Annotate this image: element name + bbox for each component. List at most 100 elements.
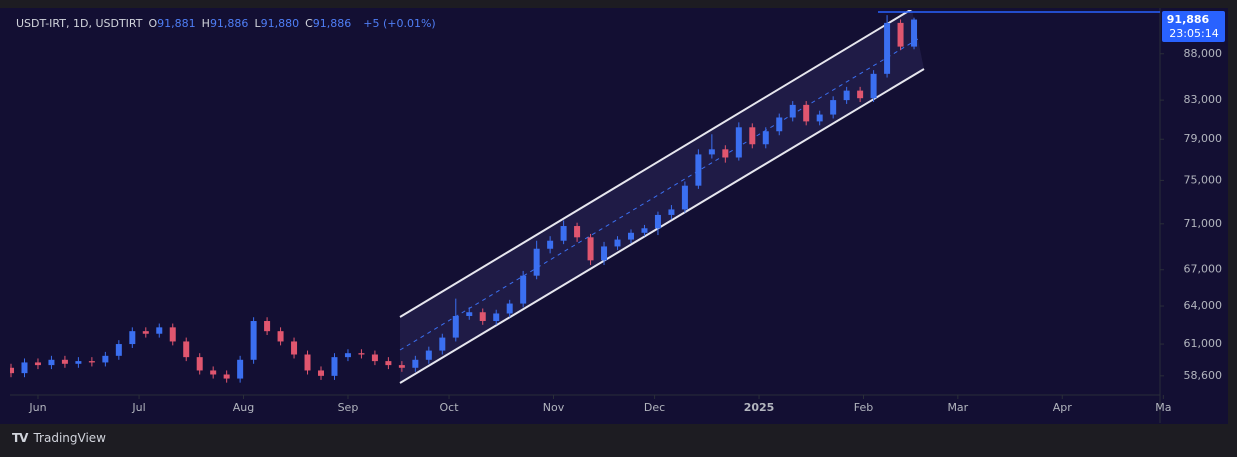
candle-body xyxy=(776,117,783,132)
candle-body xyxy=(385,361,392,366)
candle-body xyxy=(762,131,769,145)
candle-body xyxy=(210,370,217,375)
y-tick-label: 58,600 xyxy=(1184,369,1223,382)
candle-body xyxy=(843,90,850,101)
candle-body xyxy=(897,22,904,47)
candle-body xyxy=(884,22,891,74)
candle-body xyxy=(75,361,82,364)
price-tag-countdown: 23:05:14 xyxy=(1169,27,1218,40)
x-tick-label: Ma xyxy=(1155,401,1171,414)
ohlc-value: 91,880 xyxy=(260,17,300,30)
x-tick-label: Dec xyxy=(644,401,665,414)
candle-body xyxy=(452,315,459,338)
candle-body xyxy=(196,357,203,371)
candle-body xyxy=(870,73,877,99)
candle-body xyxy=(547,240,554,249)
candle-body xyxy=(115,344,122,356)
ohlc-label: C xyxy=(305,17,313,30)
candle-body xyxy=(533,248,540,276)
x-tick-label: Nov xyxy=(543,401,565,414)
candle-body xyxy=(816,114,823,122)
candle-body xyxy=(277,331,284,342)
candle-body xyxy=(34,362,41,366)
candle-body xyxy=(857,90,864,99)
candle-body xyxy=(425,350,432,360)
x-tick-label: Sep xyxy=(338,401,359,414)
ohlc-label: H xyxy=(201,17,210,30)
x-tick-label: Jun xyxy=(28,401,46,414)
candle-body xyxy=(601,246,608,261)
candle-body xyxy=(398,365,405,368)
y-tick-label: 71,000 xyxy=(1184,217,1223,230)
y-tick-label: 79,000 xyxy=(1184,132,1223,145)
candle-body xyxy=(466,312,473,316)
candle-body xyxy=(142,331,149,334)
candle-body xyxy=(304,354,311,371)
candle-body xyxy=(803,104,810,122)
price-tag xyxy=(1162,11,1225,42)
candle-body xyxy=(520,275,527,304)
brand[interactable]: TV TradingView xyxy=(12,431,106,445)
legend-header: USDT-IRT, 1D, USDTIRT O91,881 H91,886 L91,8… xyxy=(16,17,442,30)
y-tick-label: 83,000 xyxy=(1184,93,1223,106)
candle-body xyxy=(48,359,55,366)
candle-body xyxy=(789,104,796,118)
ohlc-label: O xyxy=(148,17,158,30)
candle-body xyxy=(708,149,715,155)
candle-body xyxy=(668,209,675,215)
candle-body xyxy=(722,149,729,158)
candle-body xyxy=(830,100,837,115)
ohlc-value: 91,886 xyxy=(312,17,352,30)
y-tick-label: 75,000 xyxy=(1184,173,1223,186)
change: +5 (+0.01%) xyxy=(363,17,436,30)
candle-body xyxy=(129,331,136,345)
ohlc-value: 91,881 xyxy=(157,17,196,30)
candle-body xyxy=(911,19,918,47)
ohlc-label: L xyxy=(254,17,261,30)
candle-body xyxy=(479,312,486,322)
candle-body xyxy=(237,359,244,379)
y-tick-label: 61,000 xyxy=(1184,337,1223,350)
symbol: USDT-IRT, 1D, USDTIRT xyxy=(16,17,143,30)
candle-body xyxy=(439,337,446,351)
channel-lower xyxy=(399,68,925,384)
price-tag-price: 91,886 xyxy=(1167,13,1210,26)
candle-body xyxy=(102,355,109,363)
y-tick-label: 64,000 xyxy=(1184,299,1223,312)
ohlc-value: 91,886 xyxy=(209,17,249,30)
candle-body xyxy=(61,359,68,364)
candle-body xyxy=(156,327,163,334)
candle-body xyxy=(371,354,378,362)
candle-body xyxy=(735,127,742,158)
candle-body xyxy=(264,321,271,332)
candle-body xyxy=(681,185,688,210)
candle-body xyxy=(318,370,325,376)
candle-body xyxy=(614,239,621,247)
candle-body xyxy=(88,361,95,363)
x-tick-label: Jul xyxy=(131,401,145,414)
candle-body xyxy=(749,127,756,145)
y-tick-label: 67,000 xyxy=(1184,263,1223,276)
candle-body xyxy=(627,232,634,240)
candle-body xyxy=(412,359,419,368)
candle-body xyxy=(10,367,15,374)
x-tick-label: Feb xyxy=(854,401,873,414)
x-tick-label: Apr xyxy=(1053,401,1073,414)
candle-body xyxy=(331,357,338,376)
candle-body xyxy=(587,237,594,261)
candle-body xyxy=(169,327,176,342)
x-tick-label: 2025 xyxy=(744,401,775,414)
candle-body xyxy=(344,353,351,358)
channel-upper xyxy=(399,10,913,318)
x-tick-label: Oct xyxy=(440,401,460,414)
candle-body xyxy=(695,154,702,186)
x-tick-label: Aug xyxy=(233,401,254,414)
candle-body xyxy=(574,226,581,238)
ohlc: O91,881 H91,886 L91,880 C91,886 xyxy=(148,17,357,30)
brand-name: TradingView xyxy=(33,431,106,445)
candle-body xyxy=(291,341,298,355)
candle-body xyxy=(654,214,661,229)
candle-body xyxy=(250,321,257,360)
